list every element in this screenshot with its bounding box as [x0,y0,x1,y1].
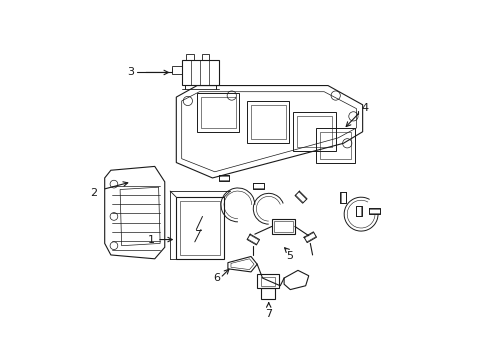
Bar [257,274,278,288]
Bar [246,101,289,143]
Bar [197,93,239,132]
Text: 2: 2 [90,188,97,198]
Bar [172,66,182,74]
Text: 3: 3 [127,67,134,77]
Bar [316,128,354,163]
Bar [293,112,335,151]
Bar [201,97,235,128]
Bar [186,54,194,60]
Text: 5: 5 [285,251,292,261]
Bar [250,105,285,139]
Bar [261,276,274,286]
Bar [180,201,220,255]
Text: 1: 1 [147,235,154,244]
Bar [274,221,292,232]
Text: 4: 4 [360,103,367,113]
Bar [261,288,274,299]
Bar [271,219,294,234]
Bar [202,54,209,60]
Text: 6: 6 [212,273,220,283]
Bar [297,116,331,147]
Bar [320,132,350,159]
Text: 7: 7 [264,309,272,319]
